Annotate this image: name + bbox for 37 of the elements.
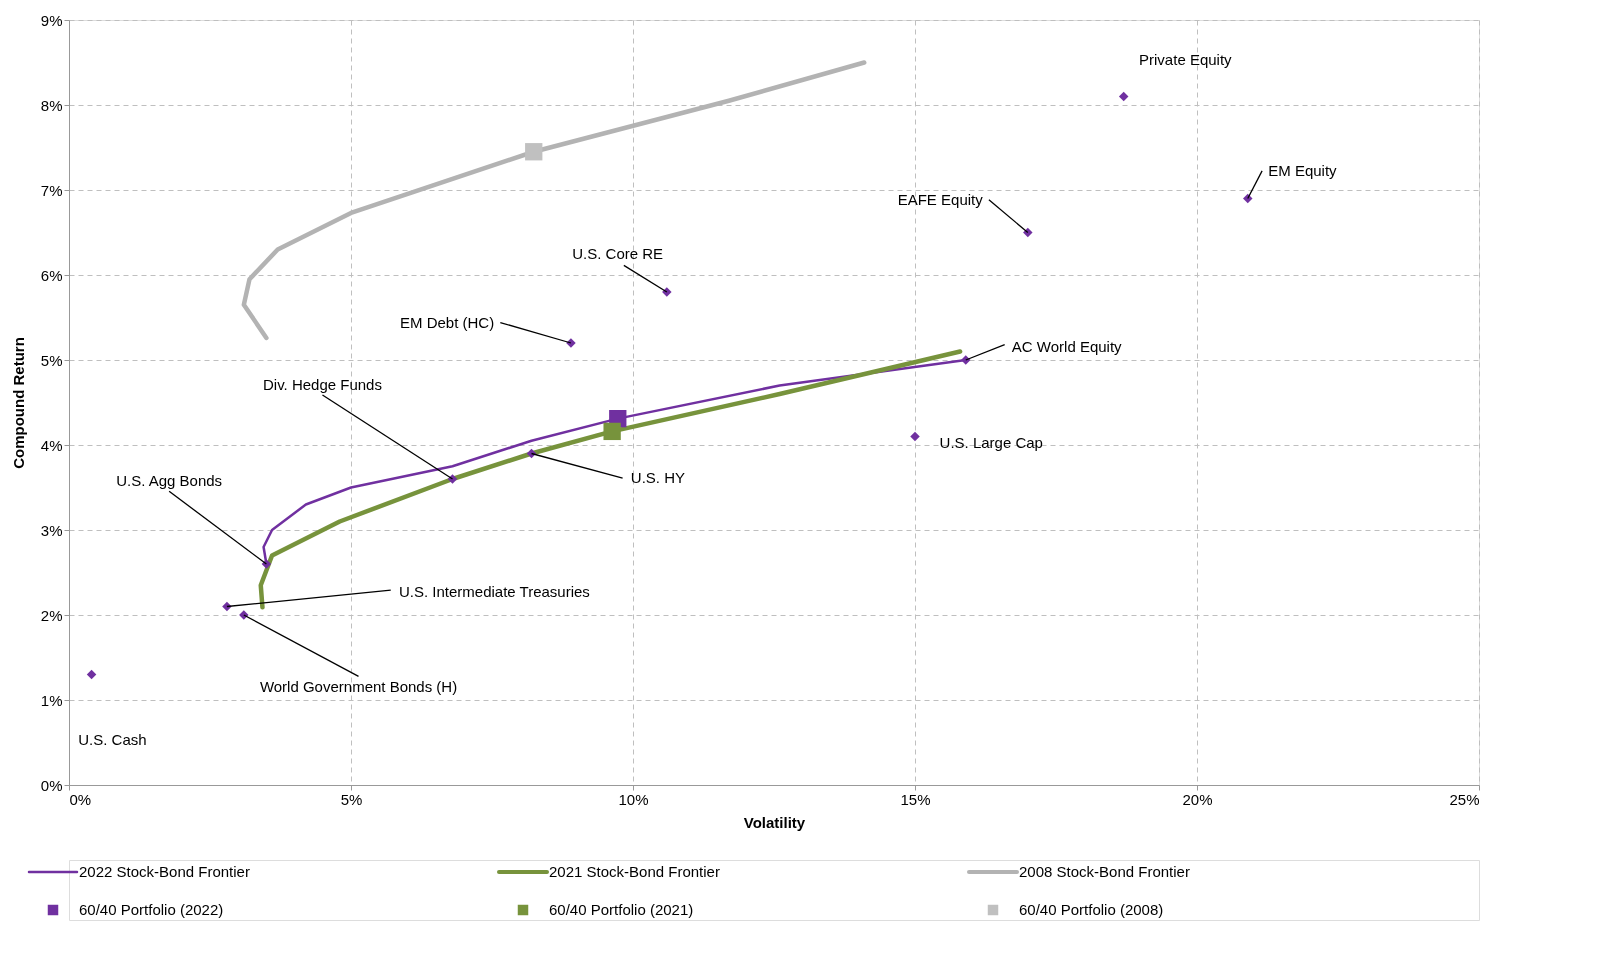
annotation: World Government Bonds (H): [259, 677, 458, 695]
y-tick-label: 6%: [40, 266, 63, 284]
y-tick-label: 7%: [40, 181, 63, 199]
x-tick-label: 10%: [618, 790, 649, 808]
y-tick-label: 4%: [40, 436, 63, 454]
annotation: U.S. Cash: [78, 731, 147, 749]
annotation: Div. Hedge Funds: [263, 375, 382, 393]
annotation: EM Equity: [1268, 161, 1338, 179]
x-axis-title: Volatility: [743, 813, 806, 831]
annotation: U.S. Large Cap: [939, 433, 1043, 451]
annotation: Private Equity: [1139, 50, 1233, 68]
legend-label: 2021 Stock-Bond Frontier: [549, 863, 720, 880]
y-tick-label: 3%: [40, 521, 63, 539]
y-axis-title: Compound Return: [9, 337, 27, 469]
legend-label: 60/40 Portfolio (2008): [1019, 901, 1164, 918]
y-tick-label: 8%: [40, 96, 63, 114]
x-tick-label: 25%: [1449, 790, 1480, 808]
y-tick-label: 9%: [40, 11, 63, 29]
annotation: U.S. Core RE: [572, 245, 664, 263]
annotation: EM Debt (HC): [399, 313, 495, 331]
y-tick-label: 2%: [40, 606, 63, 624]
legend-label: 60/40 Portfolio (2022): [79, 901, 224, 918]
annotation: AC World Equity: [1011, 337, 1123, 355]
legend-label: 2022 Stock-Bond Frontier: [79, 863, 250, 880]
annotation: U.S. HY: [630, 469, 685, 487]
x-tick-label: 15%: [900, 790, 931, 808]
x-tick-label: 20%: [1182, 790, 1213, 808]
y-tick-label: 1%: [40, 691, 63, 709]
annotation: EAFE Equity: [897, 190, 984, 208]
y-tick-label: 5%: [40, 351, 63, 369]
x-tick-label: 0%: [69, 790, 92, 808]
legend-label: 60/40 Portfolio (2021): [549, 901, 694, 918]
legend-label: 2008 Stock-Bond Frontier: [1019, 863, 1190, 880]
annotation: U.S. Intermediate Treasuries: [398, 583, 590, 601]
annotation: U.S. Agg Bonds: [116, 472, 223, 490]
x-tick-label: 5%: [340, 790, 363, 808]
y-tick-label: 0%: [40, 776, 63, 794]
